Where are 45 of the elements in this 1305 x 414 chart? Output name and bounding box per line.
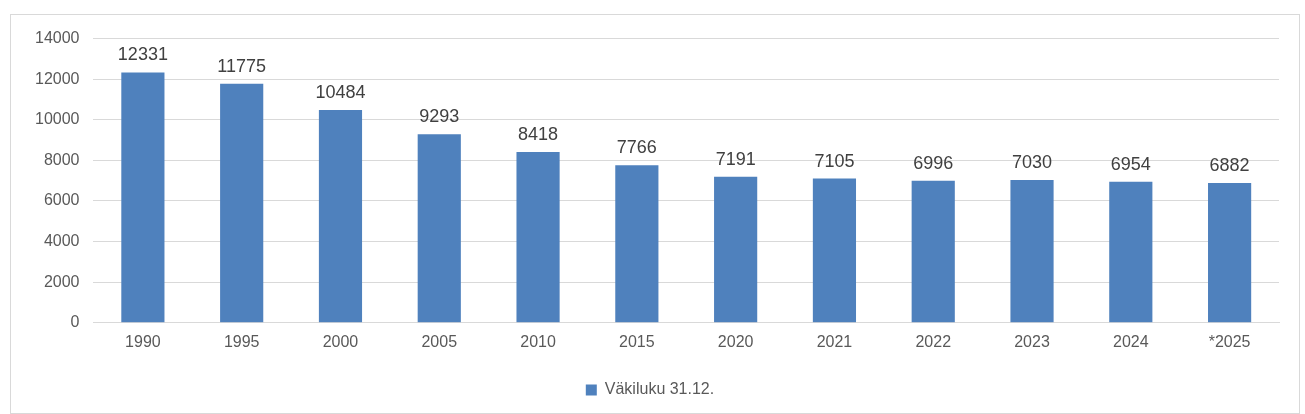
x-tick-label: 2022 (915, 332, 952, 350)
bar (1010, 180, 1054, 323)
bar (121, 72, 165, 323)
data-label: 6882 (1209, 155, 1250, 176)
data-label: 7105 (814, 150, 855, 171)
bar (318, 109, 363, 323)
x-tick-label: 1995 (223, 332, 260, 350)
bar (417, 134, 461, 323)
y-tick-label: 4000 (43, 232, 80, 250)
bar (812, 178, 857, 323)
bar (911, 180, 955, 323)
y-tick-label: 0 (70, 313, 80, 331)
data-label: 7766 (616, 137, 657, 158)
data-label: 6996 (913, 152, 954, 173)
x-tick-label: 2005 (421, 332, 458, 350)
bar (1208, 183, 1252, 323)
data-label: 11775 (217, 55, 267, 76)
bar (1109, 181, 1153, 323)
data-label: 12331 (117, 44, 168, 65)
x-tick-label: 2000 (322, 332, 359, 350)
x-tick-label: 2021 (816, 332, 853, 350)
data-label: 9293 (419, 106, 460, 127)
data-label: 8418 (518, 123, 559, 144)
data-label: 7030 (1012, 152, 1053, 173)
x-tick-label: 2015 (619, 332, 655, 350)
y-tick-label: 2000 (43, 272, 80, 290)
data-label: 6954 (1110, 153, 1151, 174)
bar (714, 176, 758, 323)
legend-label: Väkiluku 31.12. (604, 380, 715, 398)
y-tick-label: 12000 (34, 69, 80, 87)
data-label: 7191 (715, 148, 756, 169)
bar (615, 165, 659, 323)
y-tick-label: 14000 (34, 29, 80, 47)
x-tick-label: 2020 (717, 332, 754, 350)
y-tick-label: 8000 (43, 150, 80, 168)
x-tick-label: 2024 (1113, 332, 1149, 350)
bar (516, 151, 560, 323)
x-tick-label: 2010 (520, 332, 556, 350)
x-tick-label: 1990 (125, 332, 161, 350)
bar (220, 83, 264, 323)
x-tick-label: *2025 (1208, 332, 1251, 350)
y-tick-label: 10000 (34, 110, 80, 128)
x-tick-label: 2023 (1014, 332, 1050, 350)
y-tick-label: 6000 (43, 191, 80, 209)
data-label: 10484 (315, 81, 366, 102)
